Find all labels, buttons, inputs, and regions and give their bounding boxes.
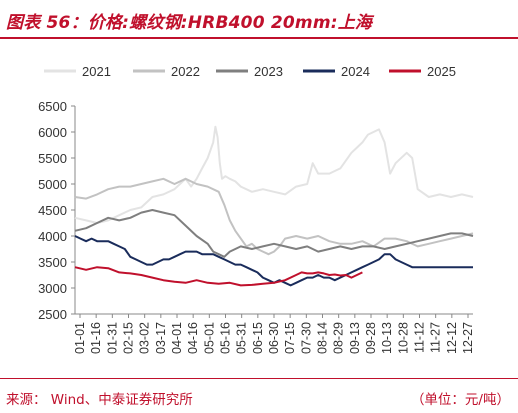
series-line-2025 xyxy=(74,266,363,287)
x-tick-label: 11-12 xyxy=(413,322,427,353)
series-line-2021 xyxy=(74,125,474,224)
legend-label-2024: 2024 xyxy=(341,64,370,79)
y-tick-label: 6000 xyxy=(38,125,67,140)
x-tick-label: 10-13 xyxy=(380,322,394,354)
figure-title: 图表 56：价格:螺纹钢:HRB400 20mm:上海 xyxy=(6,13,373,33)
x-tick-label: 05-01 xyxy=(202,322,216,354)
x-tick-label: 06-30 xyxy=(267,322,281,354)
x-tick-label: 09-28 xyxy=(364,322,378,354)
x-tick-label: 12-12 xyxy=(445,322,459,354)
footer-rule xyxy=(0,378,518,379)
x-axis: 01-01 01-16 01-31 02-15 03-02 03-17 04-01 04-16… xyxy=(73,313,475,354)
x-tick-label: 02-15 xyxy=(122,322,136,354)
x-tick-label: 10-28 xyxy=(396,322,410,354)
x-tick-label: 07-30 xyxy=(299,322,313,354)
legend-label-2021: 2021 xyxy=(82,64,111,79)
x-tick-label: 01-31 xyxy=(105,322,119,354)
x-tick-label: 08-29 xyxy=(332,322,346,354)
x-tick-label: 03-17 xyxy=(154,322,168,354)
y-tick-label: 3000 xyxy=(38,281,67,296)
title-rule xyxy=(0,37,518,39)
x-tick-label: 08-14 xyxy=(316,322,330,354)
x-tick-label: 09-13 xyxy=(348,322,362,354)
x-tick-label: 11-27 xyxy=(429,322,443,353)
x-tick-label: 03-02 xyxy=(138,322,152,354)
series-line-2022 xyxy=(74,177,474,256)
x-tick-label: 06-15 xyxy=(251,322,265,354)
y-axis: 2500 3000 3500 4000 4500 5000 5500 6000 6500 xyxy=(38,99,76,322)
y-tick-label: 4000 xyxy=(38,229,67,244)
y-tick-label: 3500 xyxy=(38,255,67,270)
legend-label-2023: 2023 xyxy=(254,64,283,79)
series-line-2023 xyxy=(74,209,474,258)
y-tick-label: 2500 xyxy=(38,307,67,322)
x-tick-label: 05-31 xyxy=(235,322,249,354)
x-tick-label: 07-15 xyxy=(283,322,297,354)
y-tick-label: 4500 xyxy=(38,203,67,218)
legend: 2021 2022 2023 2024 2025 xyxy=(44,64,456,79)
y-tick-label: 6500 xyxy=(38,99,67,114)
y-tick-label: 5000 xyxy=(38,177,67,192)
x-tick-label: 04-01 xyxy=(170,322,184,354)
x-tick-label: 01-16 xyxy=(89,322,103,354)
legend-label-2022: 2022 xyxy=(171,64,200,79)
x-tick-label: 04-16 xyxy=(186,322,200,354)
x-tick-label: 05-16 xyxy=(219,322,233,354)
series-lines xyxy=(74,125,474,287)
source-note: 来源： Wind、中泰证券研究所 xyxy=(6,392,193,408)
y-tick-label: 5500 xyxy=(38,151,67,166)
legend-label-2025: 2025 xyxy=(427,64,456,79)
unit-note: （单位：元/吨） xyxy=(410,392,510,408)
x-tick-label: 01-01 xyxy=(73,322,87,354)
x-tick-label: 12-27 xyxy=(461,322,475,354)
